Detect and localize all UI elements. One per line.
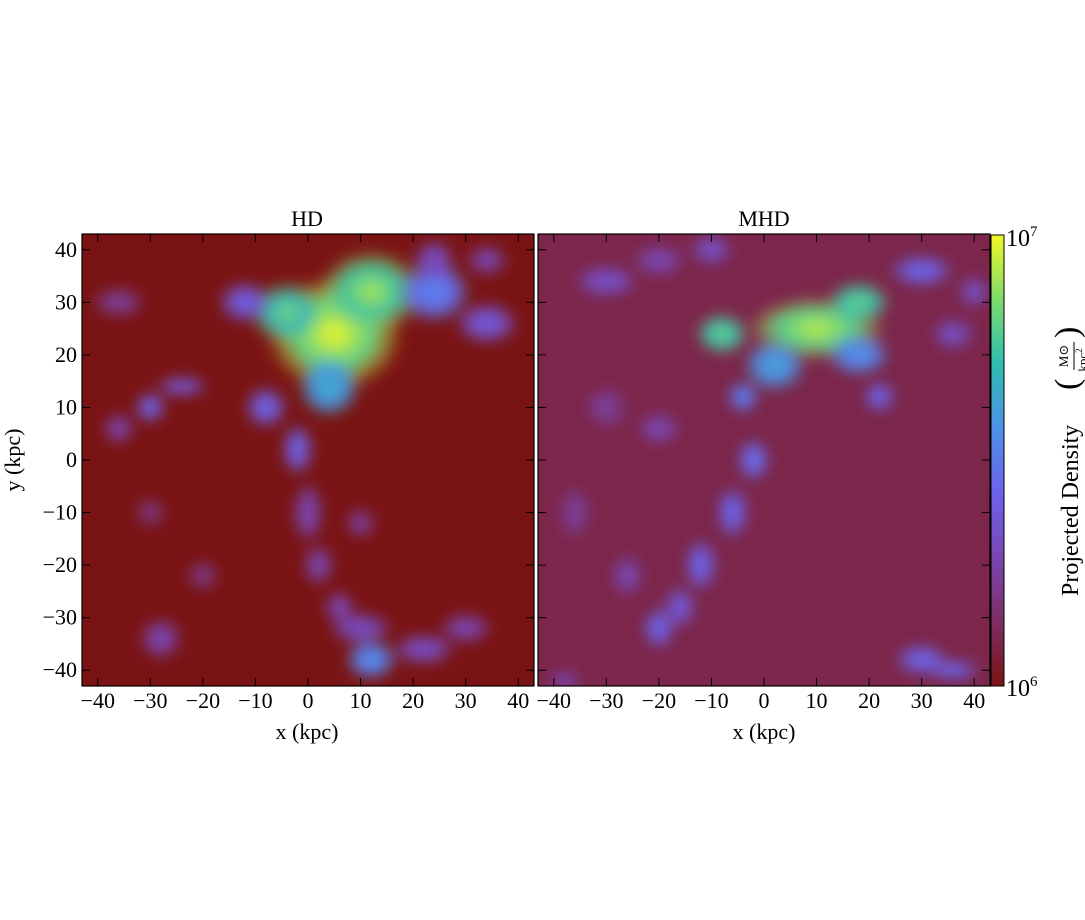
y-tick-label: 10 <box>55 394 77 419</box>
density-feature <box>643 607 675 650</box>
density-feature <box>455 302 519 345</box>
colorbar-max-label: 107 <box>1006 224 1038 252</box>
density-feature <box>863 381 896 413</box>
colorbar-label: Projected Density <box>1058 425 1084 596</box>
colorbar-unit-denominator: kpc2 <box>1074 348 1085 371</box>
density-feature <box>548 670 581 686</box>
colorbar-unit-close-paren: ) <box>1049 327 1085 338</box>
y-tick-label: −20 <box>43 552 77 577</box>
density-feature <box>827 281 891 324</box>
density-feature <box>344 638 398 681</box>
colorbar-unit-numerator: M⊙ <box>1056 345 1071 367</box>
x-tick-label: 40 <box>963 688 985 713</box>
x-tick-label: 20 <box>858 688 880 713</box>
x-tick-label: 10 <box>350 688 372 713</box>
y-tick-label: 40 <box>55 237 77 262</box>
density-feature <box>827 333 891 376</box>
density-feature <box>585 386 628 429</box>
density-feature <box>344 507 377 539</box>
density-feature <box>737 439 770 481</box>
x-tick-label: 30 <box>911 688 933 713</box>
density-feature <box>926 659 980 681</box>
density-feature <box>685 538 717 592</box>
x-tick-label: −10 <box>238 688 272 713</box>
y-tick-label: −30 <box>43 605 77 630</box>
density-feature <box>695 312 749 355</box>
y-tick-label: 30 <box>55 289 77 314</box>
density-feature <box>890 255 954 287</box>
density-feature <box>439 612 493 644</box>
y-tick-label: −10 <box>43 500 77 525</box>
density-feature <box>92 286 146 319</box>
hd-y-axis-label: y (kpc) <box>0 429 25 492</box>
x-tick-label: 30 <box>455 688 477 713</box>
density-feature <box>245 386 287 429</box>
colorbar-unit-open-paren: ( <box>1049 379 1085 390</box>
density-feature <box>632 244 686 277</box>
colorbar-title: Projected Density ( M⊙ kpc2 ) <box>1049 327 1085 596</box>
density-feature <box>318 249 424 334</box>
density-feature <box>716 486 749 539</box>
density-feature <box>329 612 393 644</box>
x-tick-label: 10 <box>806 688 828 713</box>
density-feature <box>932 318 975 350</box>
mhd-panel: MHD −40 −30 −20 −10 0 10 20 30 40 x (kpc) <box>537 206 991 744</box>
density-feature <box>637 412 680 445</box>
colorbar-gradient <box>990 234 1005 687</box>
x-tick-label: −20 <box>642 688 676 713</box>
density-feature <box>397 260 471 324</box>
y-tick-label: −40 <box>43 657 77 682</box>
density-feature <box>281 423 314 476</box>
density-feature <box>727 381 759 413</box>
hd-density-map <box>82 234 534 686</box>
density-feature <box>611 554 644 597</box>
density-feature <box>103 412 135 445</box>
x-tick-label: 0 <box>303 688 314 713</box>
density-feature <box>392 633 456 665</box>
colorbar-min-label: 106 <box>1006 674 1038 702</box>
x-tick-label: −30 <box>589 688 623 713</box>
density-feature <box>155 375 209 397</box>
density-feature <box>134 496 167 529</box>
density-feature <box>302 544 335 587</box>
density-feature <box>958 276 990 308</box>
density-feature <box>297 354 361 418</box>
density-feature <box>187 559 219 592</box>
x-tick-label: 20 <box>402 688 424 713</box>
mhd-panel-title: MHD <box>738 206 789 231</box>
density-feature <box>690 234 733 266</box>
mhd-x-axis-label: x (kpc) <box>733 719 796 744</box>
x-tick-label: −40 <box>81 688 115 713</box>
mhd-density-map <box>538 234 990 686</box>
density-feature <box>465 244 508 277</box>
density-feature <box>292 481 324 545</box>
density-feature <box>139 617 182 660</box>
density-feature <box>134 391 167 424</box>
density-feature <box>559 486 591 539</box>
colorbar: 107 106 Projected Density ( M⊙ kpc2 ) <box>990 224 1085 702</box>
density-feature <box>574 265 638 298</box>
hd-panel-title: HD <box>291 206 323 231</box>
x-tick-label: 40 <box>507 688 529 713</box>
x-tick-label: −30 <box>133 688 167 713</box>
density-feature <box>743 339 806 392</box>
x-tick-label: −40 <box>537 688 571 713</box>
x-tick-label: −20 <box>186 688 220 713</box>
hd-panel: HD −40 −30 −20 −10 0 10 20 30 40 −40 −30 −20 −10 0 10 2… <box>0 206 535 744</box>
x-tick-label: −10 <box>694 688 728 713</box>
density-feature <box>218 281 272 324</box>
hd-x-axis-label: x (kpc) <box>276 719 339 744</box>
y-tick-label: 0 <box>66 447 77 472</box>
y-tick-label: 20 <box>55 342 77 367</box>
x-tick-label: 0 <box>759 688 770 713</box>
density-feature <box>413 239 456 282</box>
